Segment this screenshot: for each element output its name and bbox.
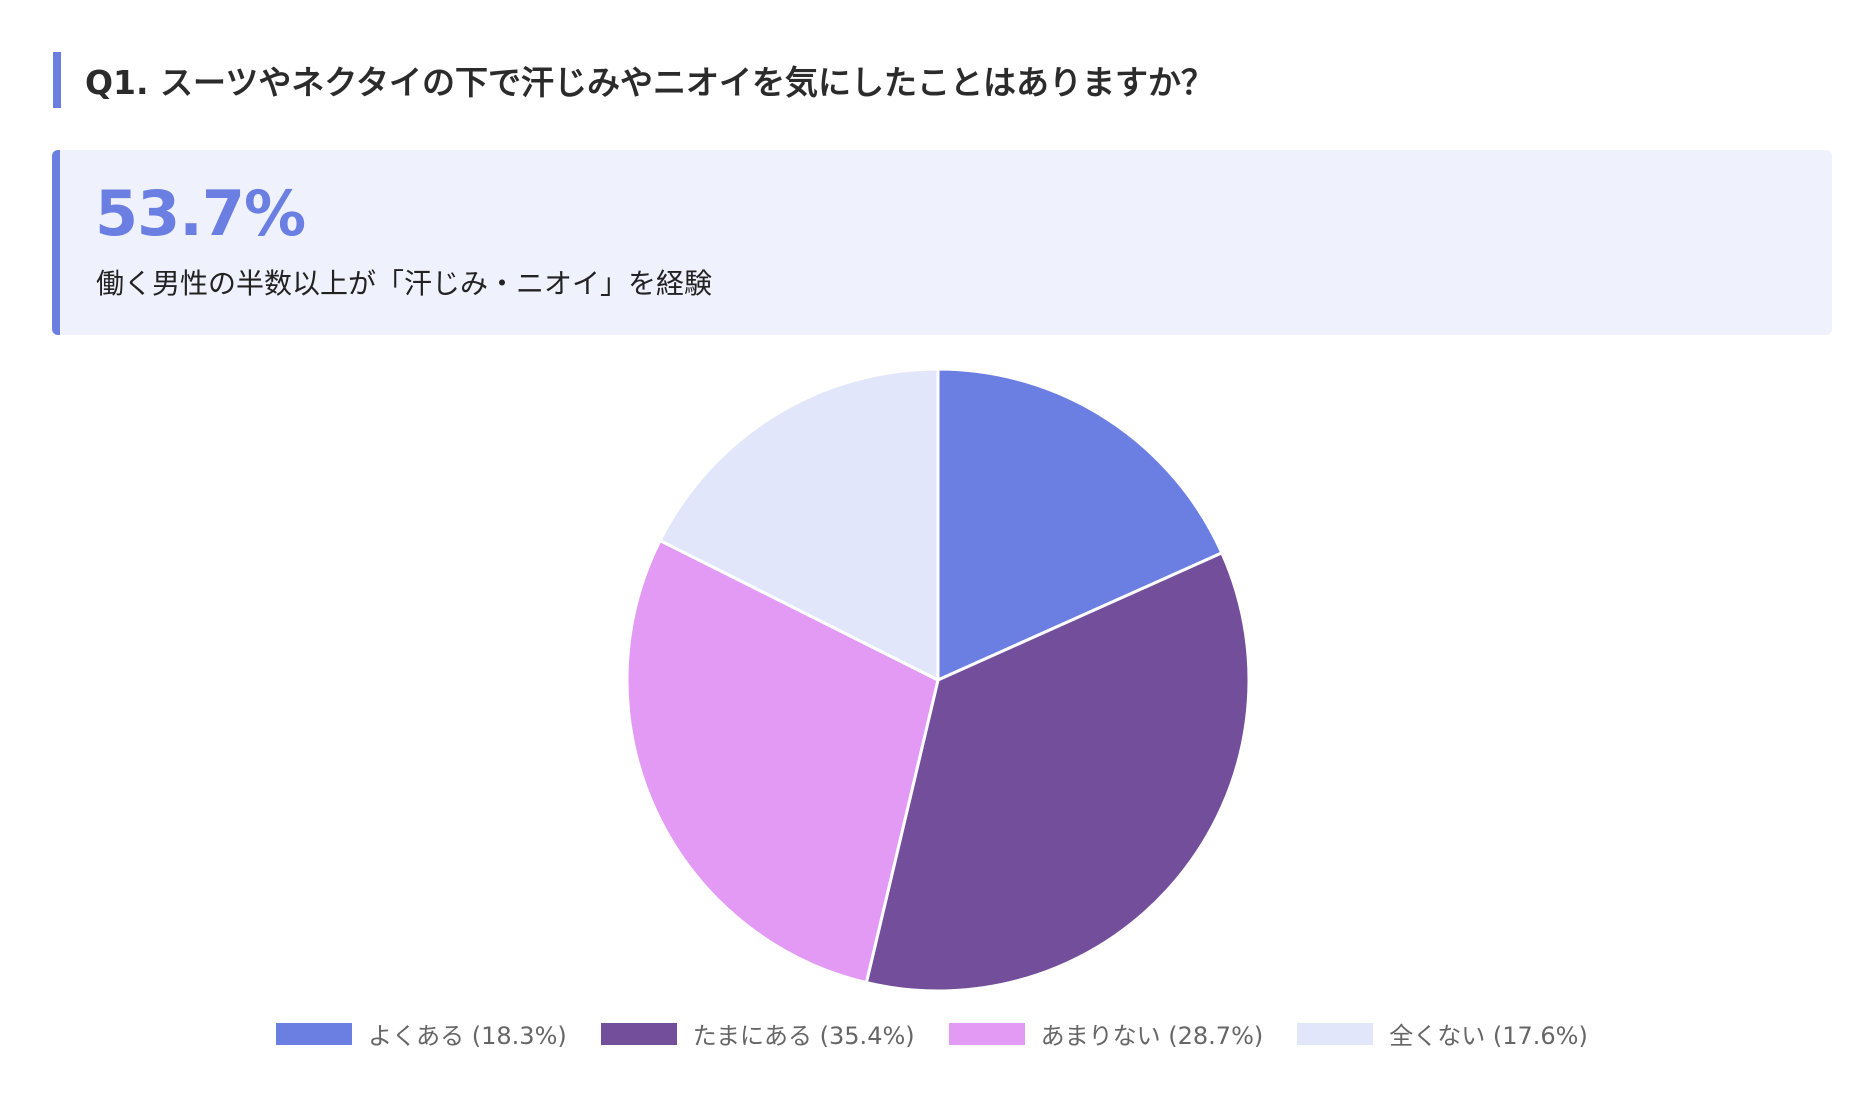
highlight-box: 53.7% 働く男性の半数以上が「汗じみ・ニオイ」を経験 — [52, 150, 1832, 335]
highlight-caption: 働く男性の半数以上が「汗じみ・ニオイ」を経験 — [96, 267, 713, 300]
legend-item-yokuaru[interactable]: よくある (18.3%) — [276, 1016, 567, 1051]
legend-label: たまにある (35.4%) — [692, 1022, 915, 1050]
legend-label: 全くない (17.6%) — [1389, 1022, 1588, 1050]
legend-swatch — [1297, 1022, 1374, 1045]
chart-legend: よくある (18.3%) たまにある (35.4%) あまりない (28.7%)… — [0, 1016, 1864, 1051]
slice-yokuaru[interactable] — [936, 367, 1224, 682]
slice-amarinai[interactable] — [625, 539, 940, 985]
legend-swatch — [600, 1022, 677, 1045]
slice-tamaniaru[interactable] — [864, 551, 1251, 993]
highlight-stat: 53.7% — [95, 177, 306, 250]
legend-item-amarinai[interactable]: あまりない (28.7%) — [948, 1016, 1264, 1051]
legend-item-mattakunai[interactable]: 全くない (17.6%) — [1297, 1016, 1588, 1051]
legend-swatch — [276, 1022, 353, 1045]
legend-item-tamaniaru[interactable]: たまにある (35.4%) — [600, 1016, 915, 1051]
legend-label: よくある (18.3%) — [368, 1022, 567, 1050]
question-title: Q1. スーツやネクタイの下で汗じみやニオイを気にしたことはありますか？ — [53, 52, 1214, 108]
slice-mattakunai[interactable] — [658, 367, 940, 682]
legend-swatch — [948, 1022, 1025, 1045]
legend-label: あまりない (28.7%) — [1040, 1022, 1264, 1050]
